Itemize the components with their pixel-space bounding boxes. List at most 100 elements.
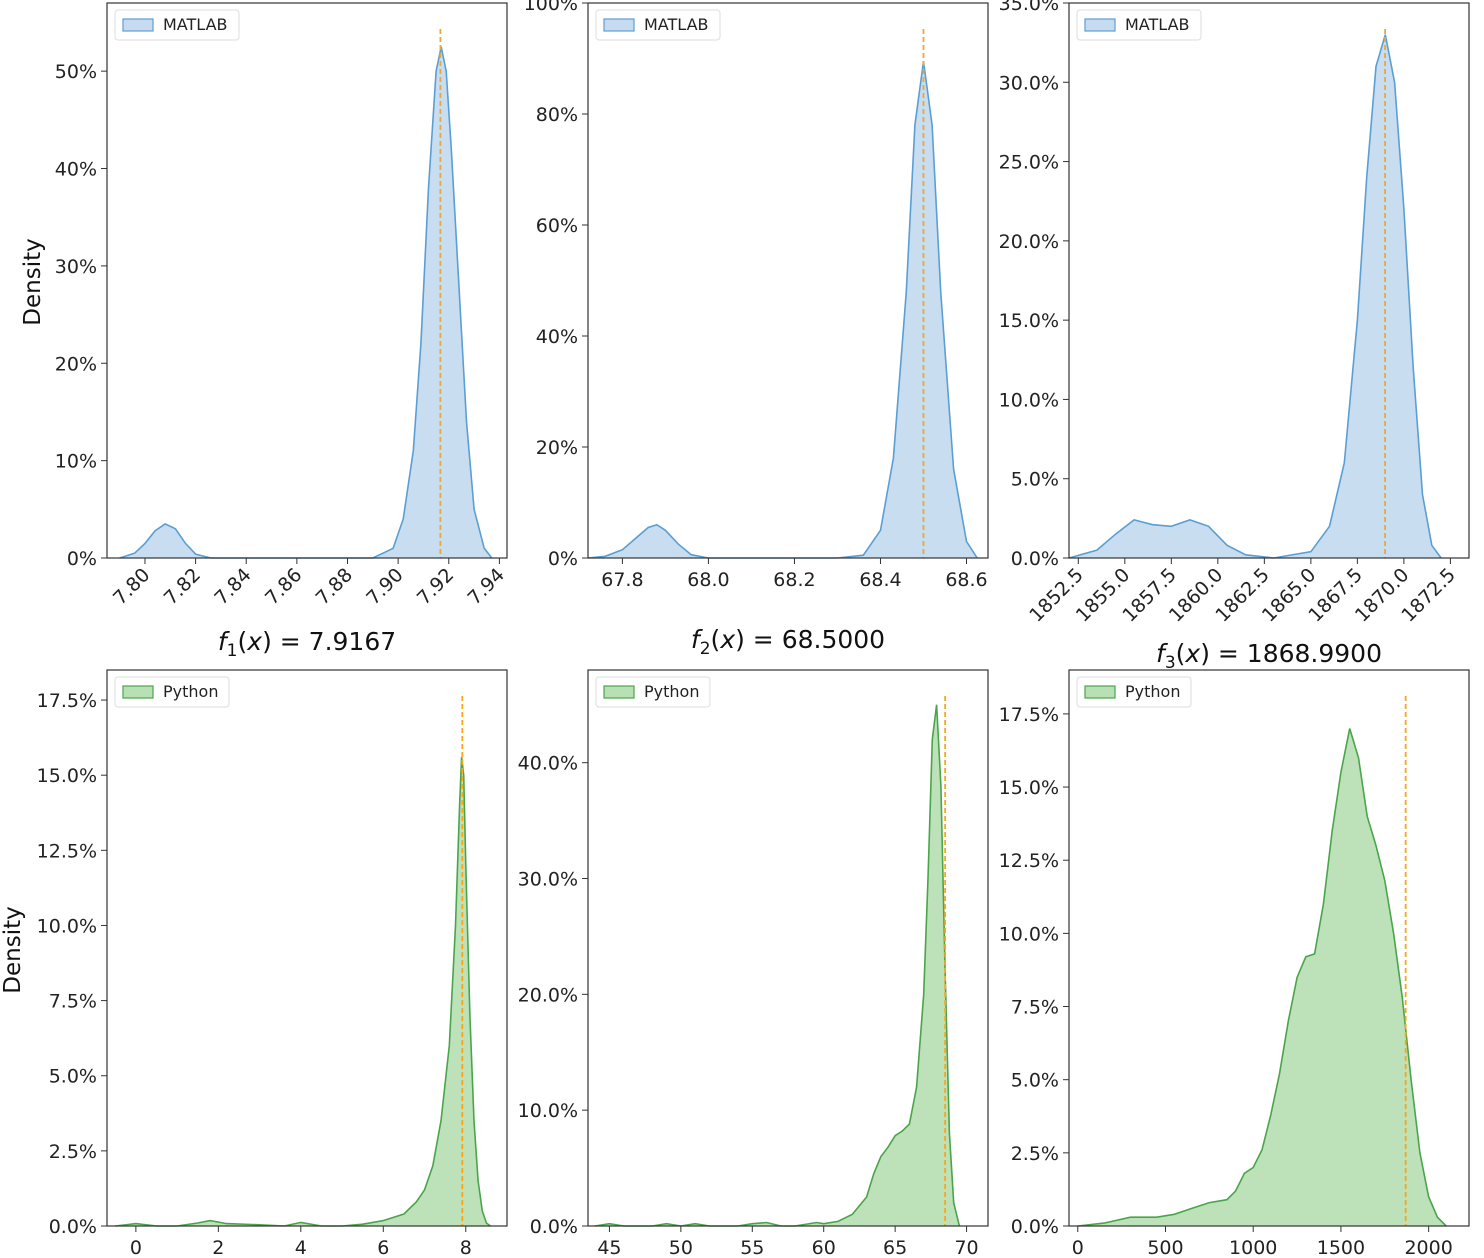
y-axis-label-bottom: Density (0, 906, 26, 993)
x-tick-label: 4 (295, 1237, 307, 1258)
legend-swatch (603, 18, 635, 32)
python-f1-panel: 0.0% 2.5% 5.0% 7.5% 10.0% 12.5% 15.0% 17.5% 0 2 4 6… (37, 669, 508, 1258)
legend: Python (1076, 676, 1192, 708)
legend-box (114, 9, 240, 41)
x-tick-label: 68.0 (687, 569, 729, 591)
y-tick-label: 20.0% (518, 984, 578, 1006)
legend-label: MATLAB (644, 15, 708, 34)
legend-label: MATLAB (1125, 15, 1189, 34)
density-line (115, 757, 491, 1227)
x-tick-label: 60 (812, 1237, 836, 1258)
legend: MATLAB (1076, 9, 1202, 41)
y-tick-label: 0.0% (1011, 548, 1059, 570)
x-tick-label: 1500 (1317, 1237, 1365, 1258)
y-tick-label: 7.5% (49, 991, 97, 1013)
y-tick-label: 20.0% (999, 231, 1059, 253)
y-tick-label: 0% (548, 548, 578, 570)
y-tick-label: 60% (536, 215, 578, 237)
y-tick-label: 100% (524, 0, 578, 15)
y-tick-label: 7.5% (1011, 997, 1059, 1019)
density-area (588, 61, 978, 559)
legend-swatch (603, 685, 635, 699)
python-f3-panel: 0.0% 2.5% 5.0% 7.5% 10.0% 12.5% 15.0% 17.5% 0 500… (999, 669, 1470, 1258)
matlab-f3-panel: 0.0%5.0%10.0%15.0%20.0%25.0%30.0%35.0%18… (999, 0, 1470, 673)
y-tick-label: 30.0% (999, 72, 1059, 94)
y-tick-label: 40% (536, 326, 578, 348)
legend-label: Python (163, 682, 218, 701)
legend: Python (595, 676, 711, 708)
legend: Python (114, 676, 230, 708)
legend-box (595, 9, 721, 41)
density-line (1077, 728, 1447, 1227)
x-axis-title: f3(x) = 1868.9900 (1156, 639, 1382, 673)
density-area (115, 757, 491, 1226)
legend-swatch (122, 18, 154, 32)
legend-label: MATLAB (163, 15, 227, 34)
y-tick-label: 10.0% (999, 923, 1059, 945)
y-tick-label: 10% (55, 451, 97, 473)
python-f2-panel: 0.0% 10.0% 20.0% 30.0% 40.0% 45 50 55 60 65 70 Pyth… (518, 669, 989, 1258)
axes-frame (587, 669, 989, 1227)
x-tick-label: 2 (212, 1237, 224, 1258)
x-tick-label: 68.2 (773, 569, 815, 591)
y-tick-label: 12.5% (37, 840, 97, 862)
x-tick-label: 68.6 (945, 569, 987, 591)
axes-frame (1068, 2, 1470, 559)
y-tick-label: 0.0% (1011, 1216, 1059, 1238)
y-tick-label: 5.0% (49, 1066, 97, 1088)
legend-box (595, 676, 711, 708)
legend-box (1076, 9, 1202, 41)
density-area (595, 704, 960, 1226)
x-tick-label: 50 (669, 1237, 693, 1258)
x-tick-label: 7.92 (413, 564, 458, 609)
legend: MATLAB (595, 9, 721, 41)
x-tick-label: 500 (1147, 1237, 1183, 1258)
density-line (594, 704, 961, 1227)
x-tick-label: 1000 (1229, 1237, 1277, 1258)
y-tick-label: 10.0% (999, 389, 1059, 411)
legend-swatch (1084, 18, 1116, 32)
x-tick-label: 65 (883, 1237, 907, 1258)
x-tick-label: 55 (740, 1237, 764, 1258)
y-tick-label: 50% (55, 61, 97, 83)
y-tick-label: 20% (536, 437, 578, 459)
y-tick-label: 2.5% (1011, 1143, 1059, 1165)
y-tick-label: 17.5% (37, 690, 97, 712)
legend-box (114, 676, 230, 708)
y-tick-label: 0.0% (49, 1216, 97, 1238)
density-area (119, 46, 492, 559)
x-tick-label: 7.90 (362, 564, 407, 609)
y-tick-label: 15.0% (999, 777, 1059, 799)
y-tick-label: 40% (55, 159, 97, 181)
y-tick-label: 17.5% (999, 704, 1059, 726)
y-tick-label: 35.0% (999, 0, 1059, 15)
matlab-f2-panel: 0% 20% 40% 60% 80% 100% 67.8 68.0 68.2 68.4 68.6 f2… (524, 0, 989, 659)
y-tick-label: 5.0% (1011, 469, 1059, 491)
x-axis-title: f1(x) = 7.9167 (218, 627, 396, 661)
y-axis-label-top: Density (20, 238, 46, 325)
x-tick-label: 45 (597, 1237, 621, 1258)
axes-frame (1068, 669, 1470, 1227)
y-tick-label: 2.5% (49, 1141, 97, 1163)
matlab-f1-panel: 0%10%20%30%40%50%7.80 7.82 7.84 7.86 7.88 7.9… (55, 2, 509, 661)
legend-label: Python (1125, 682, 1180, 701)
x-tick-label: 7.82 (160, 564, 205, 609)
y-tick-label: 15.0% (999, 310, 1059, 332)
axes-frame (106, 669, 508, 1227)
x-tick-label: 7.88 (312, 564, 357, 609)
x-tick-label: 8 (460, 1237, 472, 1258)
y-tick-label: 20% (55, 353, 97, 375)
legend-swatch (1084, 685, 1116, 699)
axes-frame (106, 2, 508, 559)
x-tick-label: 0 (130, 1237, 142, 1258)
y-tick-label: 25.0% (999, 152, 1059, 174)
x-tick-label: 7.84 (210, 564, 255, 609)
y-tick-label: 30.0% (518, 869, 578, 891)
legend-label: Python (644, 682, 699, 701)
density-line (119, 46, 493, 559)
legend: MATLAB (114, 9, 240, 41)
x-tick-label: 2000 (1404, 1237, 1452, 1258)
x-axis-title: f2(x) = 68.5000 (691, 625, 885, 659)
density-line (1068, 34, 1442, 559)
